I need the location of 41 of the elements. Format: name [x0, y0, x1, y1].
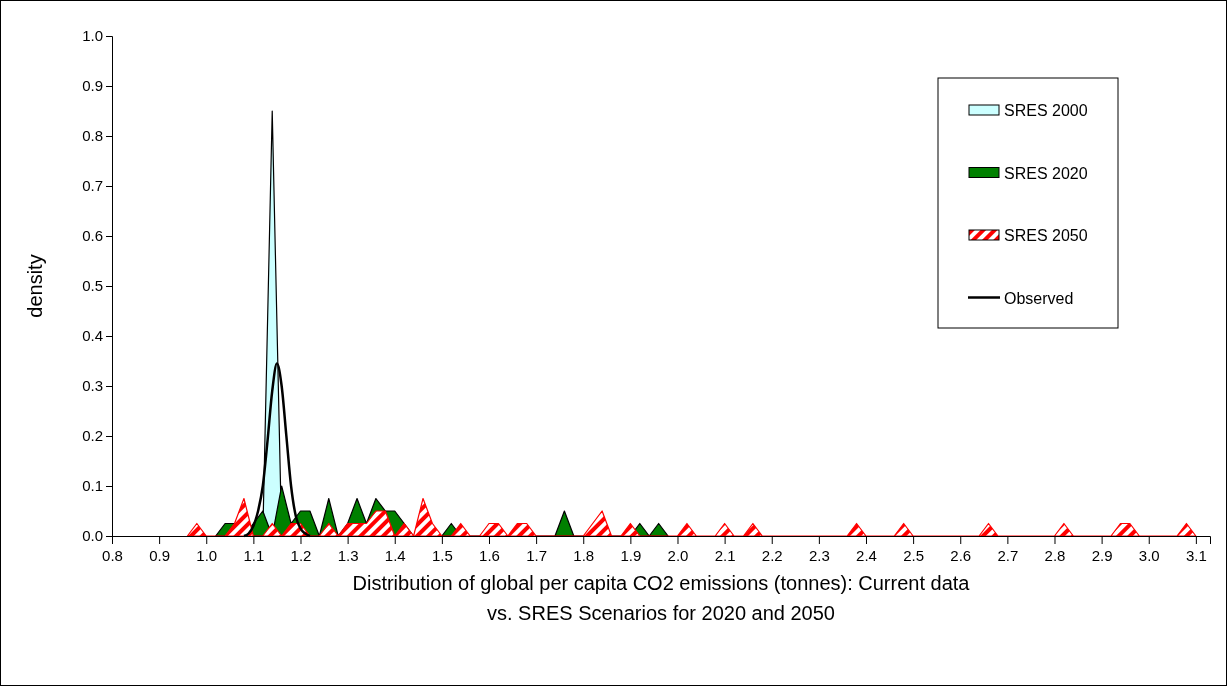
- x-tick-label: 2.0: [667, 546, 689, 564]
- x-tick-label: 1.5: [431, 546, 453, 564]
- legend-label: Observed: [1004, 289, 1074, 307]
- x-tick-label: 2.5: [903, 546, 925, 564]
- legend-label: SRES 2050: [1004, 227, 1088, 244]
- y-tick-label: 0.7: [82, 177, 103, 195]
- y-tick-label: 0.4: [82, 327, 103, 345]
- x-tick-label: 2.9: [1091, 546, 1113, 564]
- y-tick-label: 0.3: [82, 377, 103, 395]
- x-tick-label: 0.9: [149, 546, 171, 564]
- x-tick-label: 2.6: [950, 546, 972, 564]
- y-tick-label: 1.0: [82, 27, 103, 45]
- x-tick-label: 2.2: [761, 546, 783, 564]
- x-tick-label: 1.8: [573, 546, 595, 564]
- x-tick-label: 1.2: [290, 546, 312, 564]
- x-axis-title: Distribution of global per capita CO2 emissions (tonnes): Current data vs. SRES Scenarios for 2020 and 2050: [352, 572, 971, 624]
- x-tick-label: 1.6: [479, 546, 500, 564]
- y-tick-label: 0.5: [82, 277, 103, 295]
- x-tick-label: 1.7: [526, 546, 548, 564]
- y-tick-label: 0.6: [82, 227, 103, 245]
- x-tick-label: 1.3: [337, 546, 359, 564]
- x-tick-label: 1.9: [620, 546, 642, 564]
- x-tick-label: 3.1: [1185, 546, 1207, 564]
- y-axis-title: density: [24, 254, 46, 318]
- y-tick-label: 0.8: [82, 127, 103, 145]
- y-tick-label: 0.2: [82, 427, 103, 445]
- y-tick-label: 0.1: [82, 477, 103, 495]
- x-tick-label: 2.4: [856, 546, 877, 564]
- x-tick-label: 2.1: [714, 546, 736, 564]
- x-tick-label: 2.8: [1044, 546, 1066, 564]
- legend-label: SRES 2020: [1004, 164, 1088, 182]
- x-tick-label: 1.0: [196, 546, 218, 564]
- legend-label: SRES 2000: [1004, 102, 1088, 119]
- x-tick-label: 3.0: [1138, 546, 1160, 564]
- y-tick-label: 0.0: [82, 527, 103, 545]
- x-tick-label: 0.8: [102, 546, 123, 564]
- x-tick-label: 1.1: [243, 546, 265, 564]
- x-tick-label: 1.4: [384, 546, 406, 564]
- y-tick-label: 0.9: [82, 77, 103, 95]
- x-tick-label: 2.7: [997, 546, 1019, 564]
- x-tick-label: 2.3: [808, 546, 830, 564]
